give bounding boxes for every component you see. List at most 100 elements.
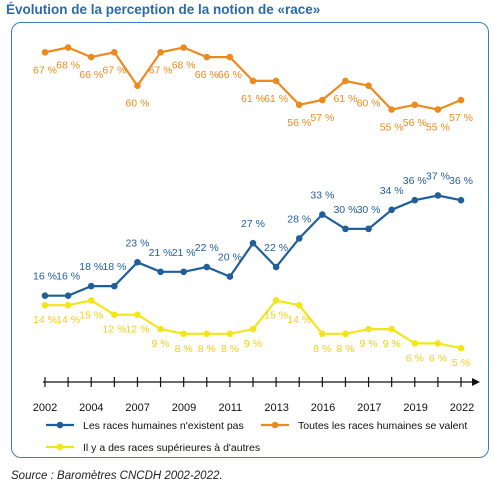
legend-marker [56, 421, 64, 429]
data-label: 27 % [241, 218, 265, 230]
data-label: 28 % [287, 213, 311, 225]
x-tick-label: 2002 [33, 402, 57, 414]
data-label: 33 % [310, 190, 334, 202]
data-point [411, 101, 419, 109]
source-note: Source : Baromètres CNCDH 2002-2022. [11, 470, 223, 482]
data-label: 21 % [172, 247, 196, 259]
x-axis-arrow [472, 378, 480, 386]
data-label: 67 % [149, 64, 173, 76]
data-label: 56 % [287, 117, 311, 129]
legend-marker [271, 421, 279, 429]
x-tick-label: 2017 [357, 402, 381, 414]
data-point [295, 235, 303, 242]
data-label: 68 % [56, 60, 80, 72]
data-point [157, 268, 164, 276]
data-label: 60 % [357, 98, 381, 110]
data-label: 9 % [360, 338, 378, 350]
data-point [295, 101, 303, 109]
data-label: 9 % [244, 338, 262, 350]
data-point [157, 325, 164, 333]
data-label: 18 % [79, 261, 103, 273]
data-label: 61 % [241, 93, 265, 105]
data-point [272, 263, 280, 271]
data-point [388, 206, 395, 214]
data-label: 8 % [221, 343, 239, 355]
data-point [226, 53, 234, 61]
data-label: 14 % [33, 314, 57, 326]
data-point [342, 330, 349, 338]
data-point [319, 96, 326, 104]
data-point [180, 268, 187, 276]
data-label: 60 % [125, 98, 149, 110]
x-tick-label: 2009 [172, 402, 196, 414]
data-point [111, 311, 118, 319]
data-point [457, 344, 465, 352]
data-point [111, 49, 118, 56]
data-point [411, 340, 419, 347]
data-point [111, 282, 118, 290]
data-point [180, 330, 187, 338]
chart-frame [11, 22, 489, 458]
data-label: 12 % [125, 324, 149, 336]
data-label: 16 % [33, 271, 57, 283]
data-point [434, 106, 442, 113]
data-point [457, 96, 465, 104]
data-point [203, 263, 211, 271]
data-point [134, 258, 141, 266]
data-point [41, 292, 49, 299]
chart-title: Évolution de la perception de la notion … [6, 2, 321, 17]
data-label: 55 % [380, 122, 404, 134]
data-label: 22 % [195, 242, 219, 254]
data-point [319, 211, 326, 218]
data-label: 23 % [125, 237, 149, 249]
data-label: 16 % [56, 271, 80, 283]
data-label: 55 % [426, 122, 450, 134]
x-tick-label: 2016 [311, 402, 335, 414]
data-label: 30 % [333, 204, 357, 216]
data-label: 18 % [102, 261, 126, 273]
data-point [64, 292, 72, 299]
data-point [203, 330, 211, 338]
data-label: 67 % [102, 64, 126, 76]
data-point [272, 77, 280, 85]
data-label: 57 % [449, 112, 473, 124]
data-point [87, 282, 95, 290]
data-point [64, 44, 72, 51]
data-point [249, 239, 257, 247]
data-label: 22 % [264, 242, 288, 254]
data-label: 14 % [287, 314, 311, 326]
data-point [226, 330, 234, 338]
data-label: 66 % [195, 69, 219, 81]
data-label: 14 % [56, 314, 80, 326]
data-label: 6 % [429, 352, 447, 364]
data-point [41, 49, 49, 56]
data-label: 37 % [426, 170, 450, 182]
data-point [411, 196, 419, 204]
data-point [226, 273, 234, 280]
data-label: 34 % [380, 185, 404, 197]
data-point [295, 301, 303, 309]
data-point [365, 325, 372, 333]
data-point [134, 82, 141, 90]
data-label: 8 % [198, 343, 216, 355]
data-label: 8 % [175, 343, 193, 355]
data-point [249, 325, 257, 333]
x-tick-label: 2019 [403, 402, 427, 414]
data-label: 66 % [79, 69, 103, 81]
data-point [365, 82, 372, 90]
data-point [388, 325, 395, 333]
data-label: 12 % [102, 324, 126, 336]
legend-label: Toutes les races humaines se valent [298, 420, 467, 432]
data-point [249, 77, 257, 85]
data-point [319, 330, 326, 338]
data-point [434, 192, 442, 199]
data-label: 8 % [313, 343, 331, 355]
data-label: 61 % [333, 93, 357, 105]
data-label: 9 % [152, 338, 170, 350]
data-label: 36 % [449, 175, 473, 187]
x-tick-label: 2022 [450, 402, 474, 414]
data-point [41, 301, 49, 309]
data-point [342, 77, 349, 85]
data-label: 36 % [403, 175, 427, 187]
legend-label: Il y a des races supérieures à d'autres [83, 442, 260, 454]
